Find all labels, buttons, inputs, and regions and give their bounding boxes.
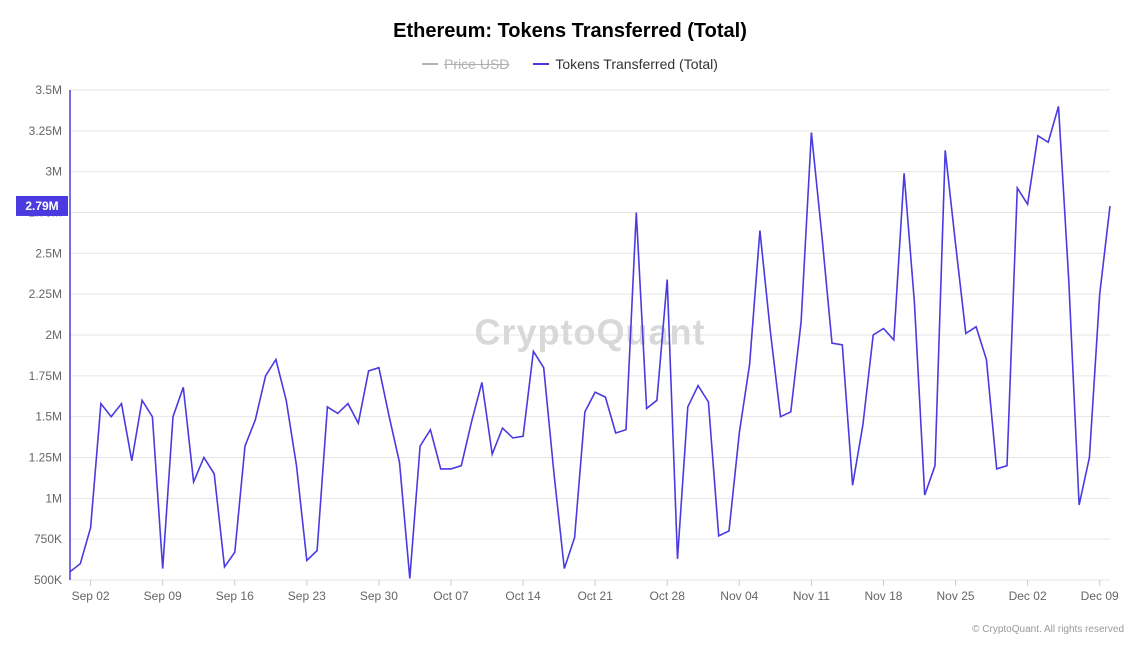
svg-text:750K: 750K: [34, 532, 62, 546]
chart-container: Ethereum: Tokens Transferred (Total) Pri…: [0, 0, 1140, 641]
svg-text:1M: 1M: [45, 491, 62, 505]
chart-svg: CryptoQuant 500K 750K 1M 1.25M 1.5M 1.75M 2M 2.…: [0, 0, 1140, 641]
svg-text:Dec 02: Dec 02: [1009, 589, 1047, 603]
x-axis: Sep 02 Sep 09 Sep 16 Sep 23 Sep 30 Oct 07 Oct …: [72, 580, 1119, 603]
legend-swatch-price: [422, 63, 438, 65]
svg-text:Nov 04: Nov 04: [720, 589, 758, 603]
svg-text:Sep 23: Sep 23: [288, 589, 326, 603]
svg-text:3.5M: 3.5M: [35, 83, 62, 97]
legend-swatch-tokens: [533, 63, 549, 65]
svg-text:Nov 18: Nov 18: [864, 589, 902, 603]
svg-text:Oct 14: Oct 14: [505, 589, 541, 603]
watermark: CryptoQuant: [475, 312, 706, 353]
svg-text:2.25M: 2.25M: [29, 287, 62, 301]
svg-text:1.75M: 1.75M: [29, 369, 62, 383]
svg-text:Dec 09: Dec 09: [1081, 589, 1119, 603]
legend-item-price[interactable]: Price USD: [422, 56, 509, 72]
attribution: © CryptoQuant. All rights reserved: [972, 624, 1124, 635]
y-axis: 500K750K1M1.25M1.5M1.75M2M2.25M2.5M2.75M…: [29, 83, 62, 587]
svg-text:Oct 28: Oct 28: [650, 589, 686, 603]
svg-text:Nov 11: Nov 11: [793, 589, 830, 603]
svg-text:Oct 21: Oct 21: [577, 589, 613, 603]
legend-label-price: Price USD: [444, 56, 509, 72]
svg-text:2.79M: 2.79M: [25, 199, 58, 213]
cursor-label: 2.79M: [16, 196, 68, 216]
svg-text:Oct 07: Oct 07: [433, 589, 469, 603]
legend-label-tokens: Tokens Transferred (Total): [555, 56, 718, 72]
chart-legend: Price USD Tokens Transferred (Total): [0, 52, 1140, 72]
svg-text:1.5M: 1.5M: [35, 410, 62, 424]
legend-item-tokens[interactable]: Tokens Transferred (Total): [533, 56, 718, 72]
chart-title: Ethereum: Tokens Transferred (Total): [0, 20, 1140, 43]
svg-text:3M: 3M: [45, 165, 62, 179]
svg-text:1.25M: 1.25M: [29, 451, 62, 465]
svg-text:2.5M: 2.5M: [35, 246, 62, 260]
svg-text:Sep 30: Sep 30: [360, 589, 398, 603]
svg-text:2M: 2M: [45, 328, 62, 342]
svg-text:3.25M: 3.25M: [29, 124, 62, 138]
svg-text:Sep 16: Sep 16: [216, 589, 254, 603]
svg-text:500K: 500K: [34, 573, 62, 587]
svg-text:Nov 25: Nov 25: [937, 589, 975, 603]
svg-text:Sep 02: Sep 02: [72, 589, 110, 603]
svg-text:Sep 09: Sep 09: [144, 589, 182, 603]
